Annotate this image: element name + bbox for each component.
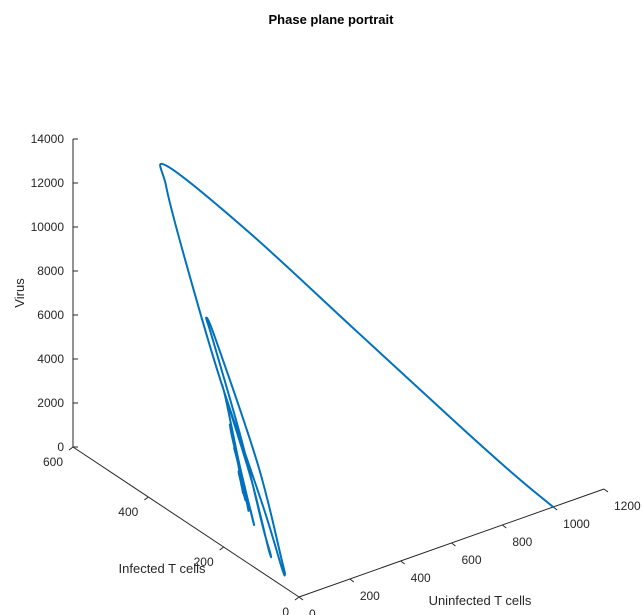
z-tick-label: 6000 (37, 308, 64, 322)
y-tick-label: 400 (118, 505, 138, 519)
z-tick-label: 10000 (31, 220, 65, 234)
x-tick-label: 800 (512, 535, 532, 549)
y-tick-label: 200 (194, 555, 214, 569)
z-tick-label: 0 (57, 440, 64, 454)
z-tick-label: 8000 (37, 264, 64, 278)
x-tick-label: 1000 (563, 517, 590, 531)
y-axis-line (72, 446, 300, 598)
z-tick-label: 4000 (37, 352, 64, 366)
y-tick (68, 446, 74, 451)
x-tick (451, 542, 456, 547)
y-tick (219, 546, 224, 551)
y-tick-label: 0 (282, 605, 289, 615)
y-tick (144, 496, 149, 501)
x-tick-label: 1200 (614, 499, 641, 513)
x-tick-label: 600 (462, 553, 482, 567)
x-tick (400, 560, 405, 565)
x-tick (298, 596, 304, 601)
x-tick-label: 400 (411, 571, 431, 585)
z-tick-label: 12000 (31, 176, 65, 190)
z-tick-label: 14000 (31, 132, 65, 146)
chart-title: Phase plane portrait (269, 12, 395, 27)
axes-group: 0200400600800100012000200400600020004000… (31, 132, 641, 615)
x-tick (603, 488, 609, 493)
x-tick-label: 200 (360, 589, 380, 603)
y-tick (294, 596, 300, 601)
x-tick (349, 578, 355, 583)
x-tick (502, 524, 507, 529)
trajectory-line-0 (159, 162, 555, 577)
plot-group (159, 162, 555, 577)
y-axis-label: Infected T cells (119, 561, 206, 576)
x-axis-label: Uninfected T cells (429, 593, 532, 608)
z-axis-label: Virus (12, 278, 27, 308)
y-tick-label: 600 (43, 455, 63, 469)
x-tick-label: 0 (309, 607, 316, 615)
z-tick-label: 2000 (37, 396, 64, 410)
